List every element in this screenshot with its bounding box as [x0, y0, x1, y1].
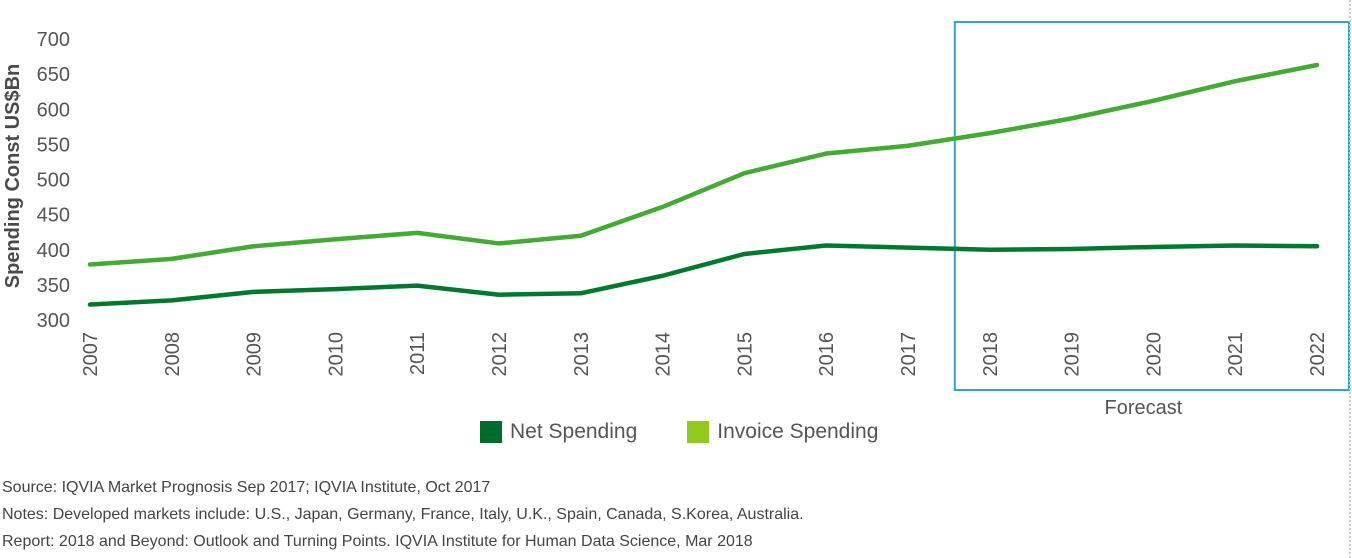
y-tick-label: 450: [37, 205, 70, 227]
x-tick-label: 2020: [1143, 332, 1165, 377]
y-tick-label: 500: [37, 170, 70, 192]
line-chart: 300 350 400 450 500 550 600 650 700 2007 2008 2009…: [2, 21, 1350, 419]
x-tick-label: 2010: [325, 332, 347, 377]
y-tick-label: 400: [37, 240, 70, 262]
x-tick-label: 2013: [571, 332, 593, 377]
notes-text: Notes: Developed markets include: U.S., …: [2, 506, 804, 523]
report-note: Report: 2018 and Beyond: Outlook and Tur…: [2, 533, 753, 550]
x-axis-ticks: 2007 2008 2009 2010 2011 2012 2013 2014 2015 2016…: [80, 332, 1329, 377]
y-axis-ticks: 300 350 400 450 500 550 600 650 700: [37, 29, 70, 332]
legend-label-invoice-spending: Invoice Spending: [717, 420, 879, 443]
series-line-net-spending: [87, 243, 1320, 307]
y-tick-label: 600: [37, 99, 70, 121]
chart-notes: Source: IQVIA Market Prognosis Sep 2017;…: [2, 474, 804, 555]
x-tick-label: 2021: [1225, 332, 1247, 377]
x-tick-label: 2022: [1307, 332, 1329, 377]
legend-label-net-spending: Net Spending: [510, 420, 638, 443]
legend-item-invoice-spending: Invoice Spending: [687, 420, 878, 444]
legend-swatch-net-spending: [480, 421, 502, 443]
x-tick-label: 2014: [653, 332, 675, 377]
y-tick-label: 350: [37, 275, 70, 297]
source-note: Source: IQVIA Market Prognosis Sep 2017;…: [2, 479, 491, 496]
x-tick-label: 2011: [407, 332, 429, 375]
x-tick-label: 2015: [734, 332, 756, 377]
forecast-label: Forecast: [1104, 397, 1182, 419]
y-tick-label: 300: [37, 310, 70, 332]
x-tick-label: 2012: [489, 332, 511, 377]
series-line-invoice-spending: [87, 62, 1320, 267]
y-tick-label: 650: [37, 64, 70, 86]
legend: Net Spending Invoice Spending: [480, 420, 878, 444]
x-tick-label: 2016: [816, 332, 838, 377]
x-tick-label: 2007: [80, 332, 102, 377]
x-tick-label: 2017: [898, 332, 920, 377]
page-edge-divider: [1349, 0, 1351, 558]
legend-item-net-spending: Net Spending: [480, 420, 637, 444]
x-tick-label: 2009: [244, 332, 266, 377]
y-tick-label: 550: [37, 134, 70, 156]
legend-swatch-invoice-spending: [687, 421, 710, 443]
x-tick-label: 2019: [1062, 332, 1084, 377]
series-lines: [87, 62, 1320, 307]
y-tick-label: 700: [37, 29, 70, 51]
x-tick-label: 2018: [980, 332, 1002, 377]
y-axis-title: Spending Const US$Bn: [2, 64, 24, 288]
x-tick-label: 2008: [162, 332, 184, 377]
